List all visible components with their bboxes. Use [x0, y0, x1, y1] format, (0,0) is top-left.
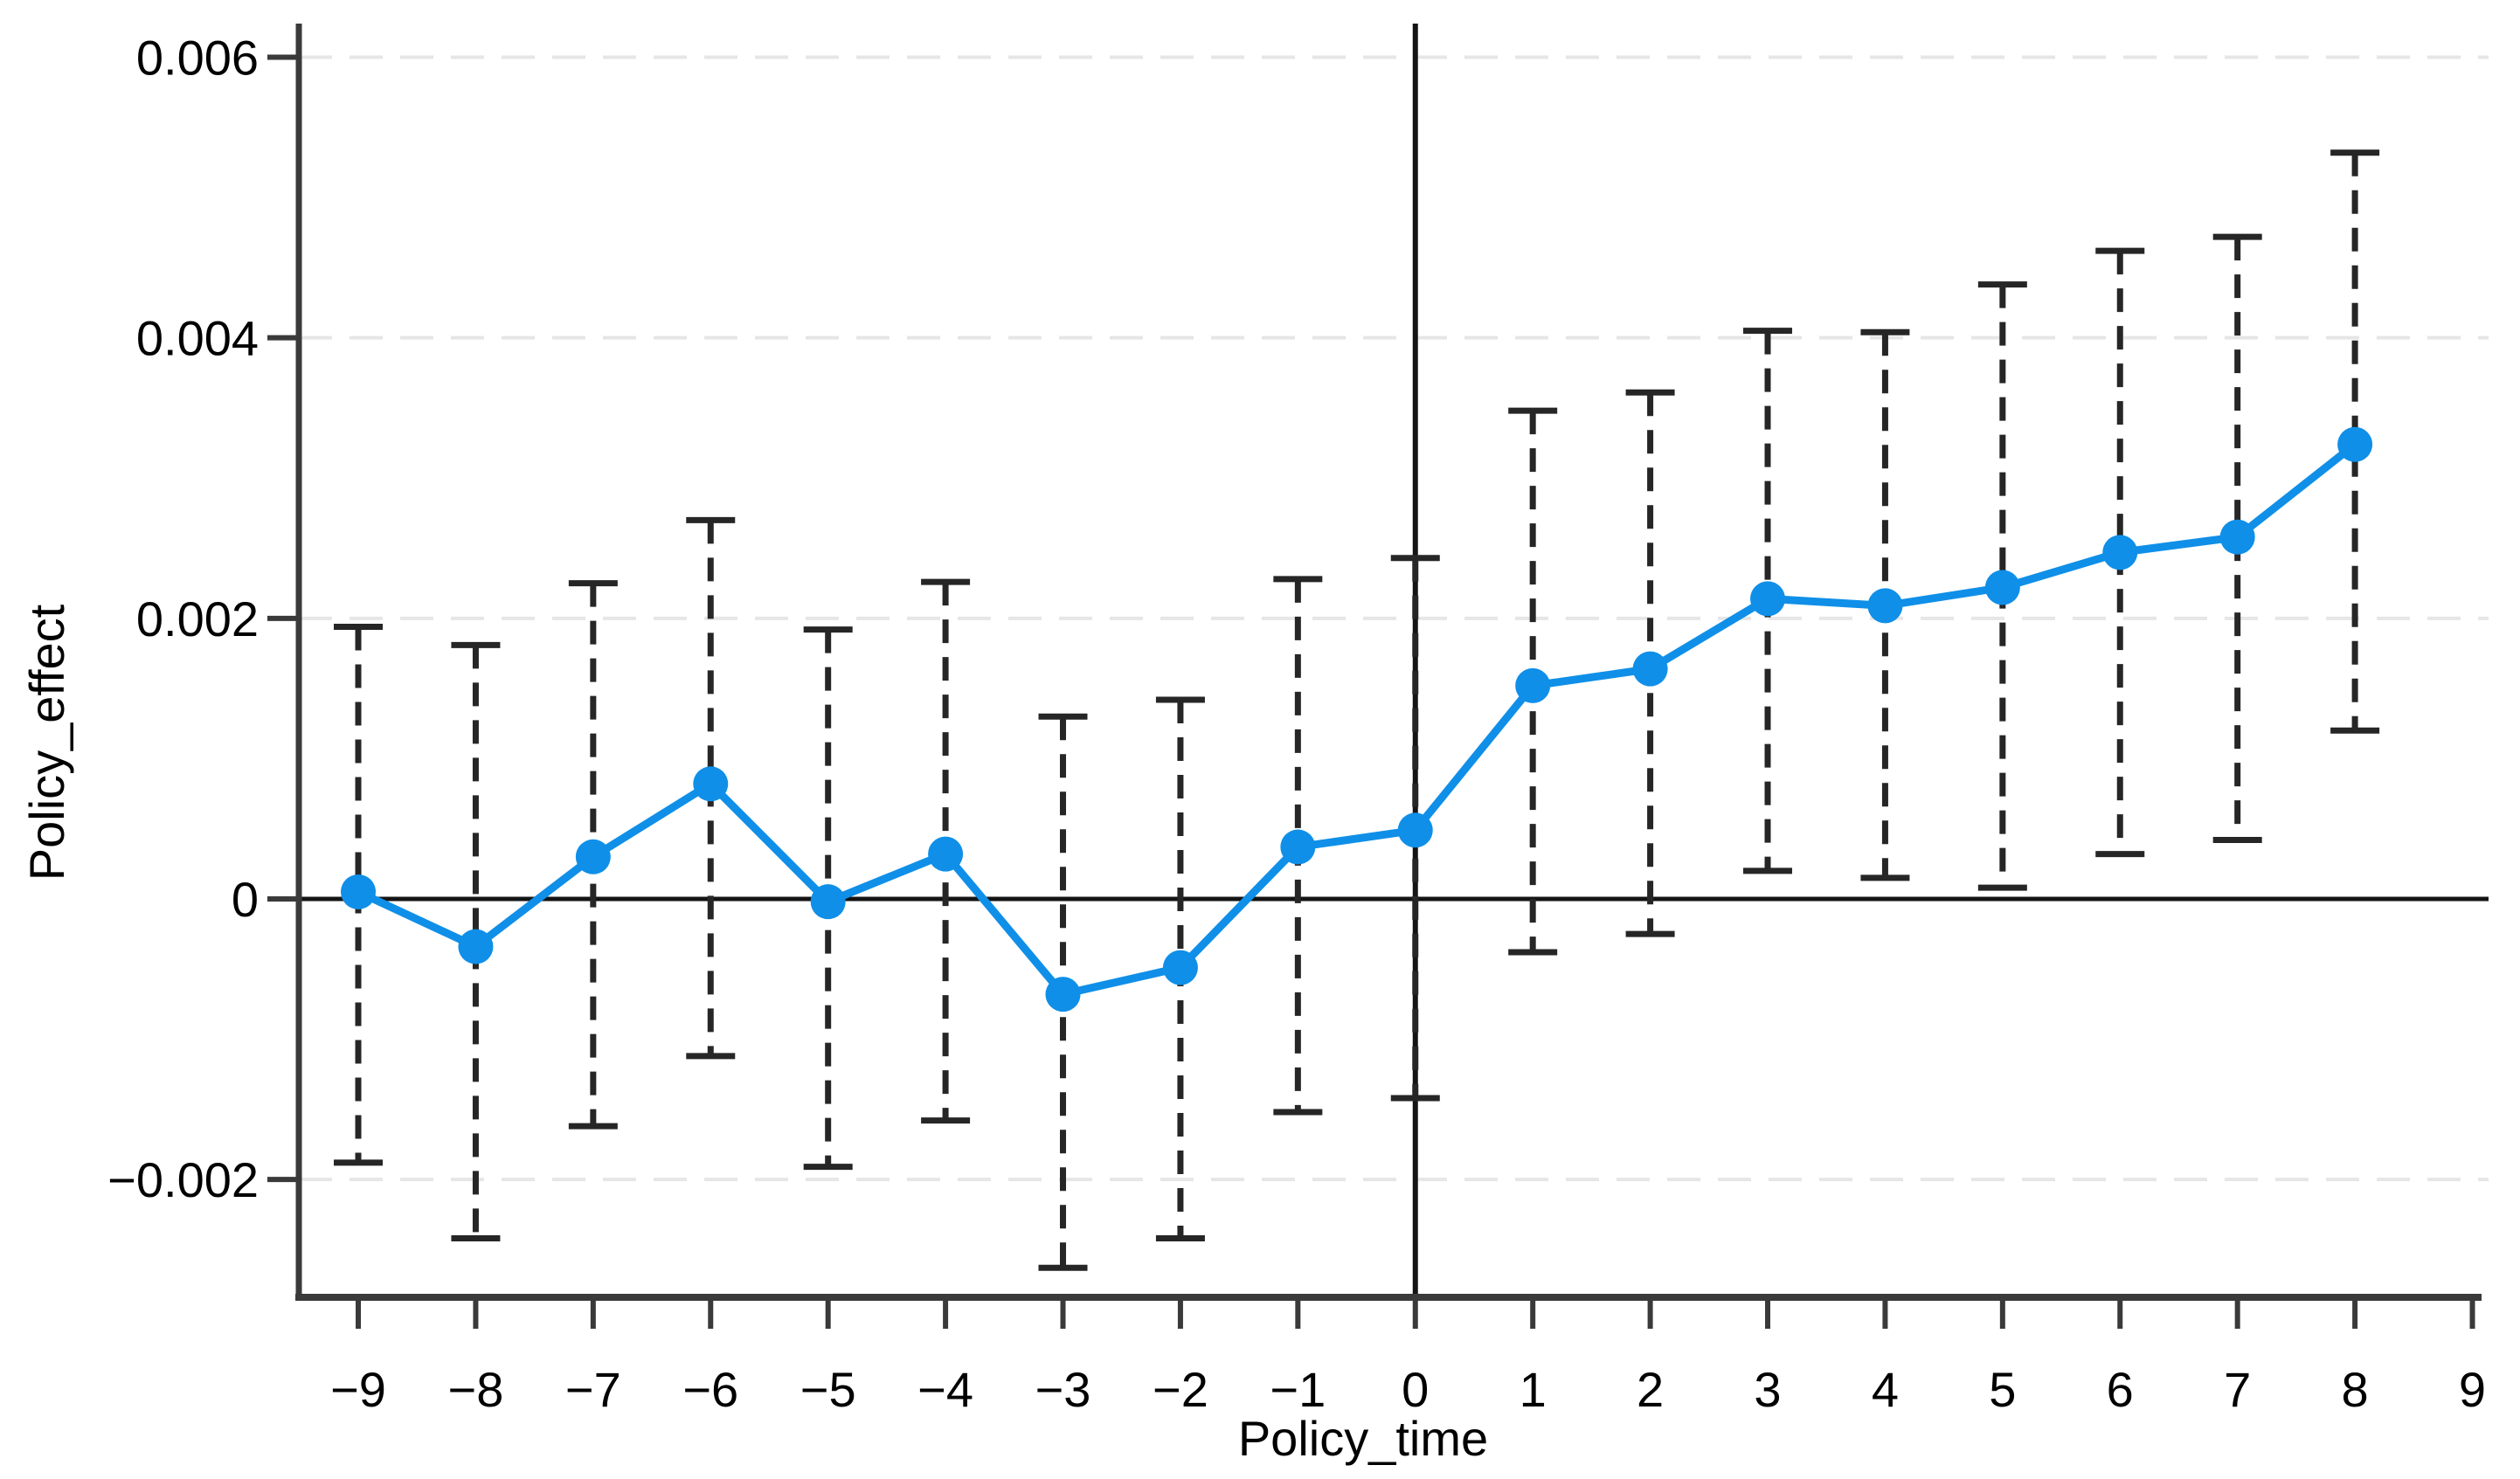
x-tick-label: 3: [1754, 1362, 1781, 1417]
data-point-marker: [1045, 977, 1081, 1012]
y-tick-label: 0.004: [136, 311, 259, 366]
x-tick-label: −2: [1153, 1362, 1208, 1417]
trend-line: [354, 440, 2359, 999]
data-point-marker: [1867, 588, 1903, 624]
x-tick-label: 4: [1872, 1362, 1899, 1417]
x-tick-label: 2: [1637, 1362, 1664, 1417]
x-tick-label: 0: [1402, 1362, 1429, 1417]
x-tick-label: 8: [2342, 1362, 2369, 1417]
data-point-marker: [575, 839, 611, 874]
data-point-marker: [1632, 651, 1668, 687]
x-tick-label: −7: [565, 1362, 621, 1417]
x-tick-label: −4: [917, 1362, 973, 1417]
y-tick-label: 0.006: [136, 31, 259, 86]
data-point-marker: [928, 836, 964, 872]
data-point-marker: [1280, 829, 1316, 865]
data-point-marker: [1515, 667, 1551, 703]
data-point-marker: [1162, 950, 1198, 985]
y-tick-label: −0.002: [107, 1152, 259, 1207]
x-tick-label: 6: [2107, 1362, 2134, 1417]
data-point-marker: [458, 929, 494, 964]
data-point-marker: [2102, 535, 2138, 570]
data-point-marker: [1750, 581, 1786, 617]
data-point-marker: [341, 874, 377, 909]
data-point-marker: [810, 884, 846, 920]
y-tick-label: 0: [232, 872, 259, 927]
data-point-marker: [2219, 519, 2255, 555]
x-tick-label: 7: [2224, 1362, 2251, 1417]
x-tick-label: −8: [448, 1362, 504, 1417]
data-point-marker: [1984, 570, 2020, 605]
x-tick-label: −1: [1270, 1362, 1326, 1417]
y-tick-label: 0.002: [136, 591, 259, 646]
data-point-marker: [1397, 812, 1433, 848]
data-point-marker: [693, 766, 729, 802]
x-tick-label: −6: [682, 1362, 738, 1417]
x-tick-label: 5: [1989, 1362, 2016, 1417]
chart-layer: −0.002 0 0.002 0.004 0.006 −9 −8 −7 −6 −5 −4 −3 −2 −1…: [107, 24, 2489, 1417]
x-tick-label: 1: [1520, 1362, 1547, 1417]
data-point-marker: [2337, 426, 2373, 462]
x-tick-label: 9: [2459, 1362, 2486, 1417]
x-axis-title: Policy_time: [1238, 1411, 1488, 1466]
x-tick-label: −9: [330, 1362, 386, 1417]
x-tick-label: −3: [1035, 1362, 1091, 1417]
y-axis-title: Policy_effect: [19, 604, 74, 881]
x-tick-label: −5: [800, 1362, 856, 1417]
